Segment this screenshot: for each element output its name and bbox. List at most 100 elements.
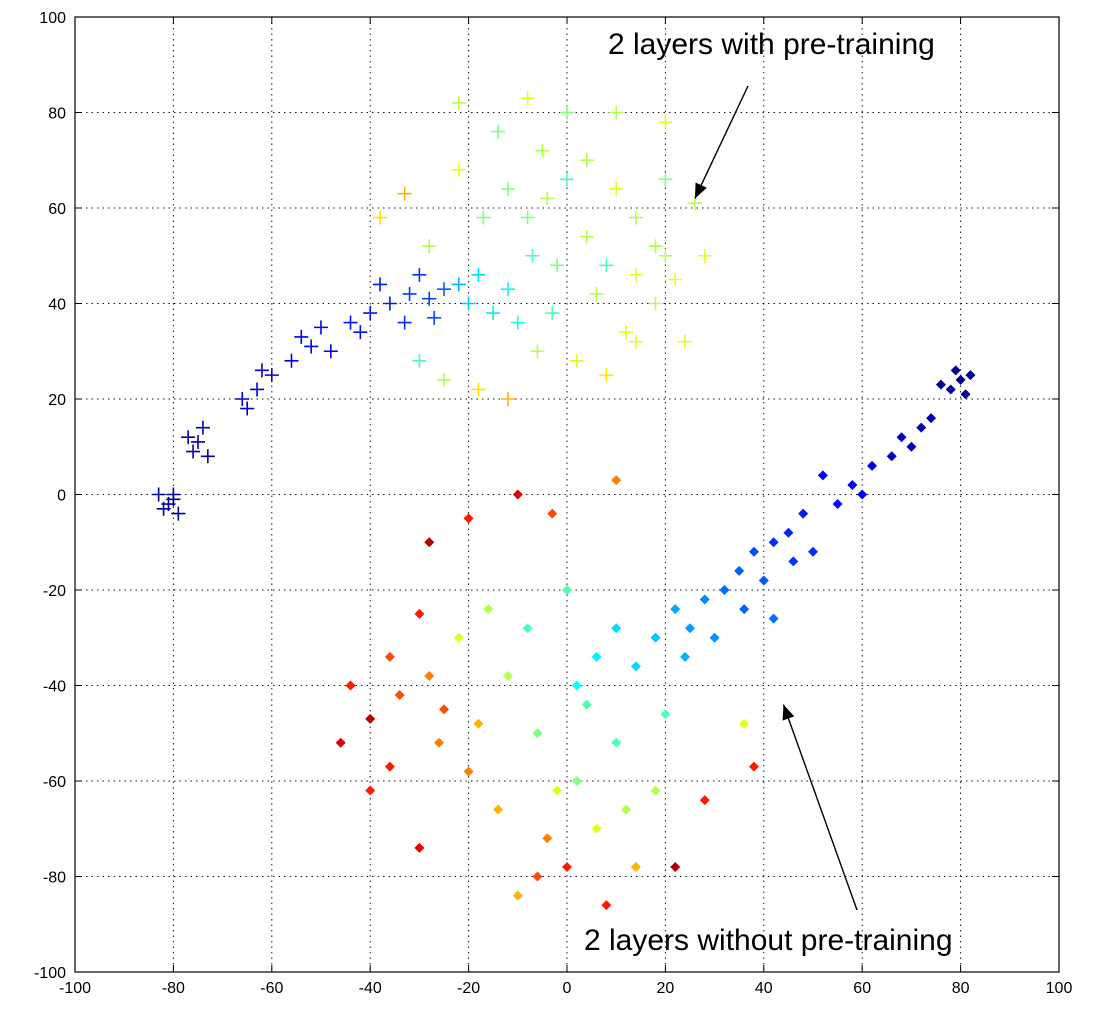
- plus-marker: [658, 115, 673, 130]
- diamond-marker: [611, 475, 622, 486]
- plus-marker: [589, 286, 604, 301]
- plus-marker: [668, 272, 683, 287]
- diamond-marker: [650, 785, 661, 796]
- plus-marker: [402, 286, 417, 301]
- y-tick-label: 20: [48, 392, 66, 409]
- y-tick-label: 60: [48, 201, 66, 218]
- diamond-marker: [783, 527, 794, 538]
- diamond-marker: [611, 737, 622, 748]
- diamond-marker: [335, 737, 346, 748]
- y-tick-label: -40: [43, 679, 66, 696]
- diamond-marker: [768, 537, 779, 548]
- annotation-arrow-line: [694, 85, 749, 199]
- plus-marker: [437, 282, 451, 297]
- plus-marker: [191, 434, 205, 449]
- diamond-marker: [926, 413, 937, 424]
- plus-marker: [437, 372, 451, 387]
- plus-marker: [599, 258, 614, 273]
- plus-marker: [397, 186, 412, 201]
- diamond-marker: [630, 661, 641, 672]
- plus-marker: [314, 320, 328, 335]
- diamond-marker: [532, 728, 543, 739]
- diamond-marker: [522, 623, 533, 634]
- y-tick-label: -80: [43, 870, 66, 887]
- diamond-marker: [768, 613, 779, 624]
- diamond-marker: [847, 479, 858, 490]
- diamond-marker: [788, 556, 799, 567]
- plus-marker: [304, 339, 319, 354]
- plus-marker: [451, 277, 466, 292]
- plus-marker: [500, 392, 515, 406]
- diamond-marker: [916, 422, 927, 433]
- plus-marker: [323, 344, 338, 359]
- diamond-marker: [345, 680, 356, 691]
- plus-marker: [658, 248, 673, 263]
- x-tick-label: 0: [563, 980, 572, 997]
- diamond-marker: [945, 384, 956, 395]
- plus-marker: [240, 401, 255, 416]
- diamond-marker: [571, 680, 582, 691]
- diamond-marker: [832, 499, 843, 510]
- diamond-marker: [384, 761, 395, 772]
- plus-marker: [451, 162, 466, 177]
- diamond-marker: [817, 470, 828, 481]
- plus-marker: [373, 210, 388, 225]
- plus-marker: [422, 291, 437, 306]
- diamond-marker: [463, 513, 474, 524]
- diamond-marker: [483, 604, 494, 615]
- diamond-marker: [699, 594, 710, 605]
- plus-marker: [422, 239, 437, 254]
- diamond-marker: [886, 451, 897, 462]
- plus-marker: [471, 267, 486, 282]
- annotation-arrowhead: [782, 704, 795, 721]
- plus-marker: [171, 506, 186, 521]
- diamond-marker: [798, 508, 809, 519]
- plus-marker: [166, 492, 181, 507]
- diamond-marker: [960, 389, 971, 400]
- plus-marker: [628, 210, 643, 225]
- plus-marker: [579, 229, 594, 244]
- annotation-label: 2 layers with pre-training: [608, 28, 935, 61]
- diamond-marker: [670, 604, 681, 615]
- plus-marker: [363, 306, 378, 321]
- diamond-marker: [493, 804, 504, 815]
- diamond-marker: [552, 785, 563, 796]
- x-tick-label: -80: [162, 980, 185, 997]
- x-tick-label: -20: [457, 980, 480, 997]
- plus-marker: [250, 382, 265, 397]
- diamond-marker: [414, 842, 425, 853]
- y-tick-label: -100: [34, 965, 66, 982]
- plus-marker: [186, 444, 201, 459]
- x-tick-label: 80: [952, 980, 970, 997]
- x-tick-label: -40: [359, 980, 382, 997]
- diamond-marker: [463, 766, 474, 777]
- annotation-label: 2 layers without pre-training: [584, 924, 953, 957]
- plus-marker: [520, 91, 535, 106]
- diamond-marker: [581, 699, 592, 710]
- plus-marker: [697, 248, 712, 263]
- diamond-marker: [512, 890, 523, 901]
- plus-marker: [486, 306, 501, 321]
- diamond-marker: [365, 713, 376, 724]
- diamond-marker: [542, 833, 553, 844]
- plus-marker: [156, 501, 171, 516]
- y-tick-label: 80: [48, 106, 66, 123]
- diamond-marker: [719, 585, 730, 595]
- diamond-marker: [739, 604, 750, 615]
- data-points: [151, 91, 976, 911]
- diamond-marker: [896, 432, 907, 443]
- diamond-marker: [394, 690, 405, 701]
- diamond-marker: [547, 508, 558, 519]
- diamond-marker: [424, 670, 435, 681]
- diamond-marker: [621, 804, 632, 815]
- plus-marker: [535, 143, 550, 158]
- plus-marker: [382, 296, 397, 311]
- plus-marker: [461, 296, 476, 311]
- diamond-marker: [950, 365, 961, 376]
- x-tick-label: 40: [755, 980, 773, 997]
- diamond-marker: [867, 460, 878, 471]
- plus-marker: [500, 181, 515, 196]
- diamond-marker: [699, 795, 710, 806]
- grid-lines: [75, 17, 1059, 972]
